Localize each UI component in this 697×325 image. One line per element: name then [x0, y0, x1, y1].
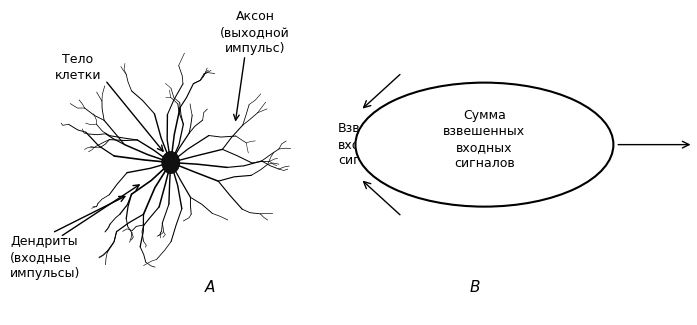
- Text: Взвешенные
входные
сигналы: Взвешенные входные сигналы: [338, 122, 422, 167]
- Text: Дендриты
(входные
импульсы): Дендриты (входные импульсы): [10, 235, 80, 280]
- Text: B: B: [469, 280, 480, 294]
- Text: Сумма
взвешенных
входных
сигналов: Сумма взвешенных входных сигналов: [443, 109, 526, 170]
- Ellipse shape: [355, 83, 613, 207]
- Text: Аксон
(выходной
импульс): Аксон (выходной импульс): [220, 10, 290, 55]
- Text: A: A: [205, 280, 215, 294]
- Ellipse shape: [162, 151, 180, 174]
- Text: Тело
клетки: Тело клетки: [55, 53, 101, 82]
